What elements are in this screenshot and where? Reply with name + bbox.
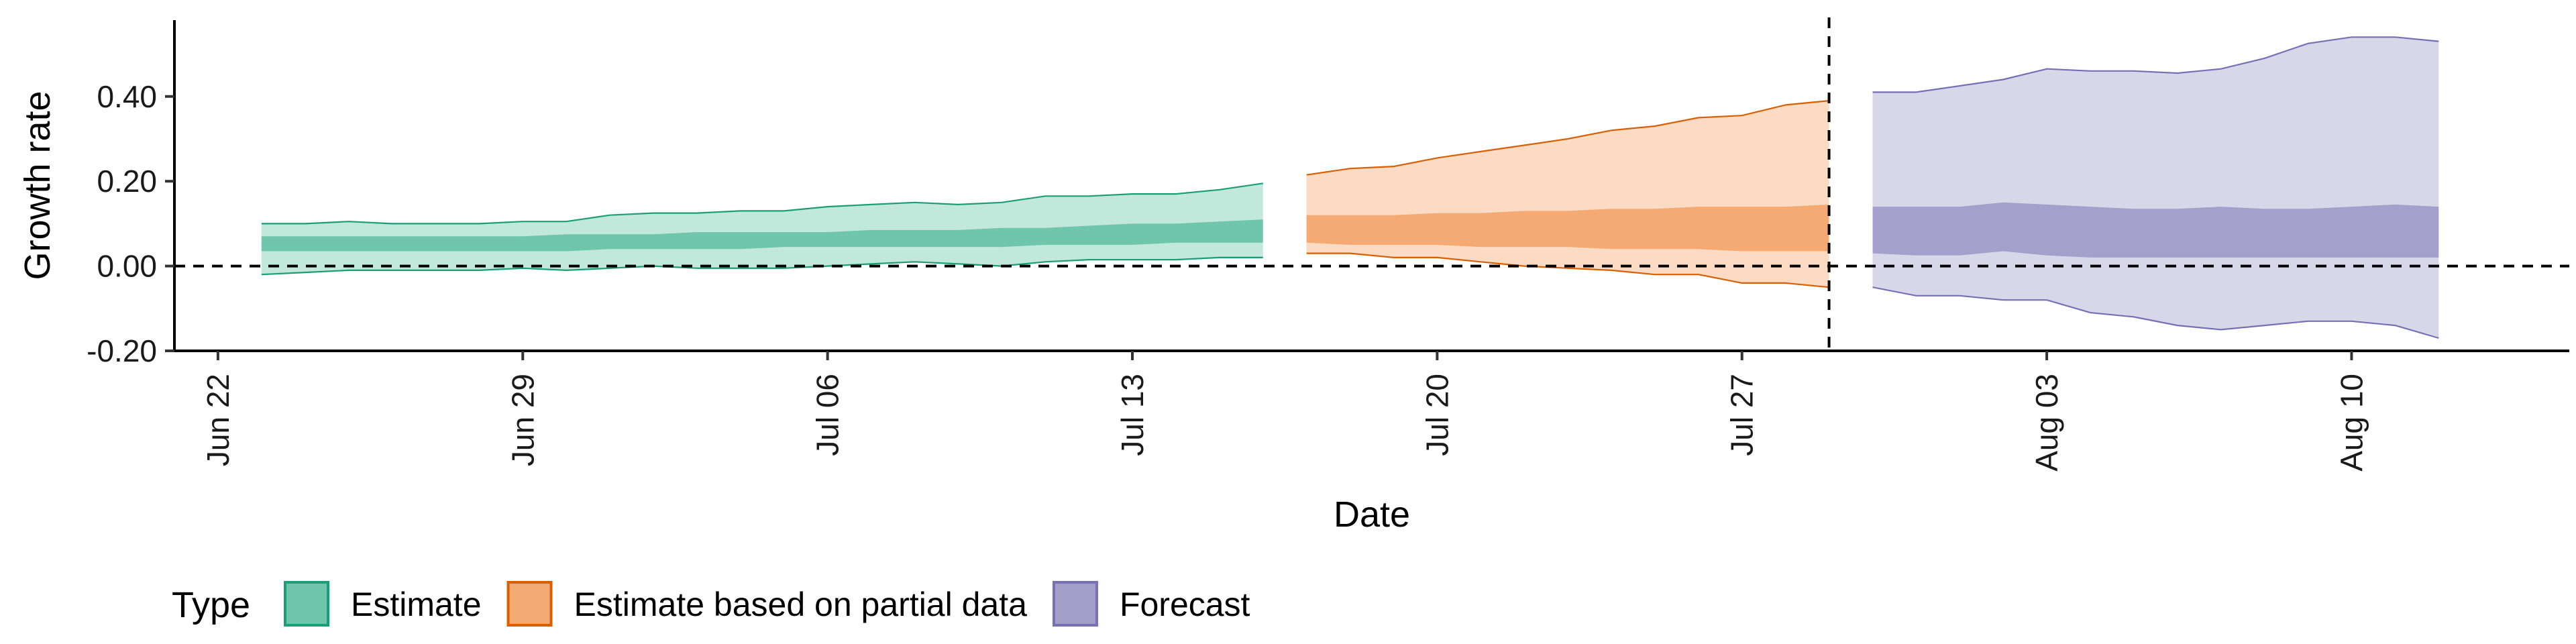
band-50-estimate-based-on-partial-data	[1306, 204, 1829, 252]
reference-lines	[174, 17, 2569, 351]
x-tick-label: Jul 20	[1419, 374, 1454, 456]
y-tick-label: 0.00	[97, 249, 157, 284]
y-axis-title: Growth rate	[17, 91, 58, 280]
legend-swatch-estimate	[284, 581, 329, 627]
legend-label-forecast: Forecast	[1120, 586, 1250, 623]
chart-legend: Type Estimate Estimate based on partial d…	[172, 581, 1250, 627]
legend-title: Type	[172, 585, 250, 625]
band-90-lower-edge-estimate-based-on-partial-data	[1306, 252, 1829, 288]
legend-label-estimate: Estimate	[351, 586, 482, 623]
y-tick-label: -0.20	[87, 333, 157, 368]
band-50-forecast	[1872, 202, 2439, 258]
x-tick-label: Jun 29	[505, 374, 540, 466]
x-tick-label: Jul 27	[1725, 374, 1760, 456]
x-tick-label: Aug 10	[2334, 374, 2369, 472]
x-axis-title: Date	[1334, 494, 1410, 535]
band-90-estimate-based-on-partial-data	[1306, 101, 1829, 288]
band-90-upper-edge-estimate-based-on-partial-data	[1306, 100, 1829, 176]
band-50-estimate	[261, 219, 1263, 252]
y-tick-label: 0.40	[97, 79, 157, 114]
y-tick-label: 0.20	[97, 164, 157, 199]
chart-bands	[261, 36, 2439, 339]
band-90-lower-edge-estimate	[261, 256, 1263, 276]
band-90-forecast	[1872, 37, 2439, 339]
chart-axes: -0.20 0.00 0.20 0.40 Jun 22 Jun 29 Jul 06 Jul 1…	[87, 20, 2569, 472]
x-tick-label: Jul 13	[1115, 374, 1150, 456]
band-90-lower-edge-forecast	[1872, 286, 2439, 339]
legend-swatch-estimate-based-on-partial-data	[506, 581, 553, 627]
x-tick-label: Jul 06	[810, 374, 845, 456]
band-90-upper-edge-estimate	[261, 182, 1263, 225]
band-90-estimate	[261, 183, 1263, 275]
x-tick-label: Jun 22	[201, 374, 235, 466]
band-90-upper-edge-forecast	[1872, 36, 2439, 93]
x-tick-label: Aug 03	[2029, 374, 2064, 472]
legend-label-estimate-based-on-partial-data: Estimate based on partial data	[574, 586, 1028, 623]
legend-swatch-forecast	[1052, 581, 1098, 627]
